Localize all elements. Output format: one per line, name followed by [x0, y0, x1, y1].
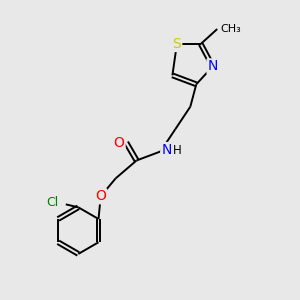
- Text: CH₃: CH₃: [221, 24, 242, 34]
- Text: O: O: [114, 136, 124, 149]
- Text: O: O: [95, 189, 106, 203]
- Text: N: N: [161, 143, 172, 157]
- Text: N: N: [208, 59, 218, 74]
- Text: S: S: [172, 37, 181, 51]
- Text: Cl: Cl: [46, 196, 58, 209]
- Text: H: H: [172, 143, 181, 157]
